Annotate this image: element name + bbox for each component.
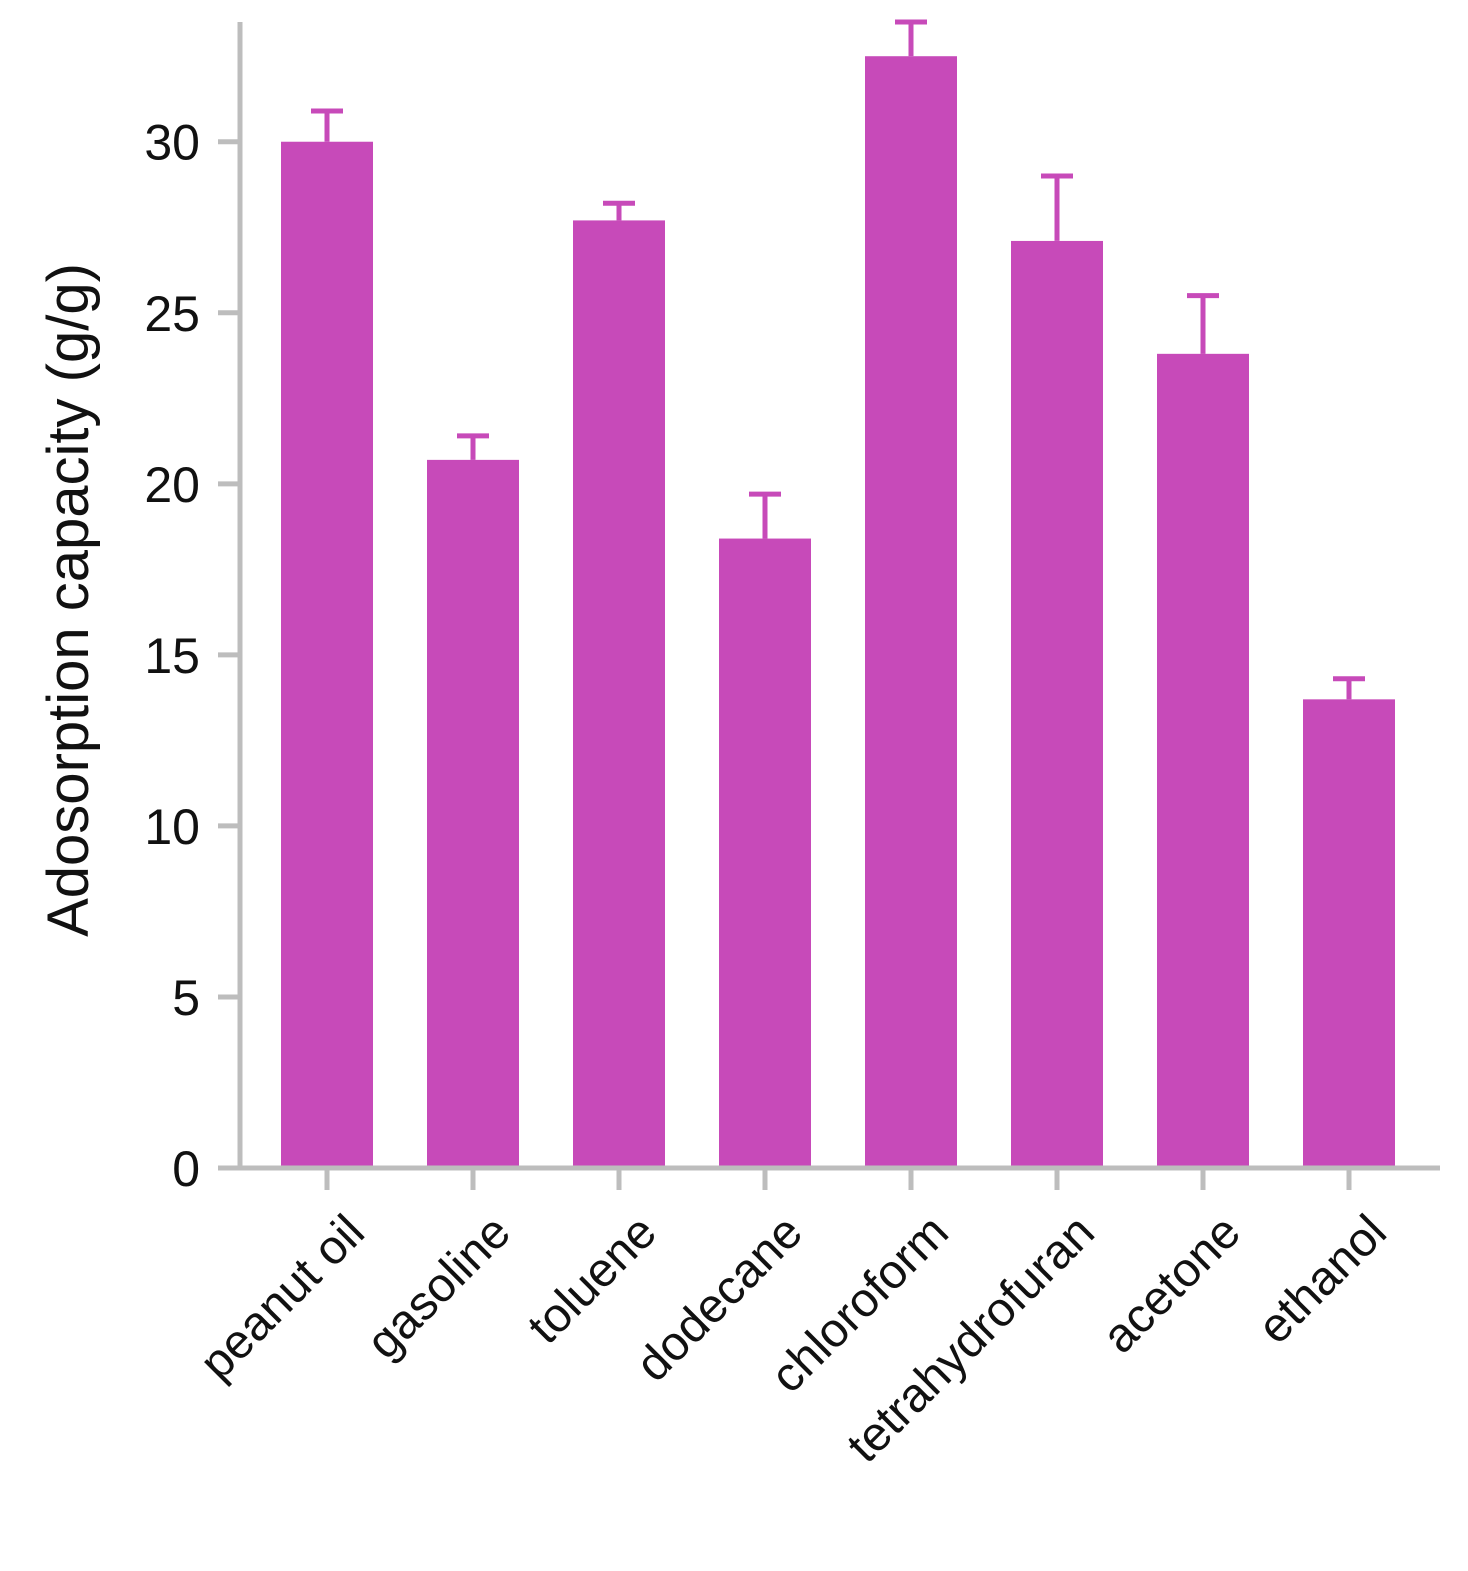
- axis-layer: [218, 22, 1440, 1190]
- y-tick-label: 10: [144, 799, 200, 855]
- x-tick-label: ethanol: [1248, 1205, 1397, 1354]
- x-tick-label: toluene: [518, 1205, 667, 1354]
- y-tick-label: 20: [144, 457, 200, 513]
- y-axis-title: Adosorption capacity (g/g): [36, 263, 101, 937]
- y-tick-label: 15: [144, 628, 200, 684]
- bar-tetrahydrofuran: [1011, 240, 1103, 1168]
- y-tick-label: 25: [144, 286, 200, 342]
- bar-gasoline: [427, 459, 519, 1168]
- bar-peanut-oil: [281, 141, 373, 1169]
- x-tick-label: peanut oil: [190, 1205, 375, 1390]
- x-tick-label: gasoline: [357, 1205, 521, 1369]
- bar-toluene: [573, 220, 665, 1169]
- bars-layer: [281, 19, 1395, 1169]
- bar-ethanol: [1303, 699, 1395, 1168]
- y-tick-label: 0: [172, 1141, 200, 1197]
- bar-acetone: [1157, 353, 1249, 1168]
- y-tick-label: 5: [172, 970, 200, 1026]
- x-tick-label: acetone: [1093, 1205, 1251, 1363]
- bar-chloroform: [865, 56, 957, 1168]
- bar-dodecane: [719, 538, 811, 1168]
- x-tick-label: tetrahydrofuran: [837, 1205, 1105, 1473]
- y-tick-label: 30: [144, 115, 200, 171]
